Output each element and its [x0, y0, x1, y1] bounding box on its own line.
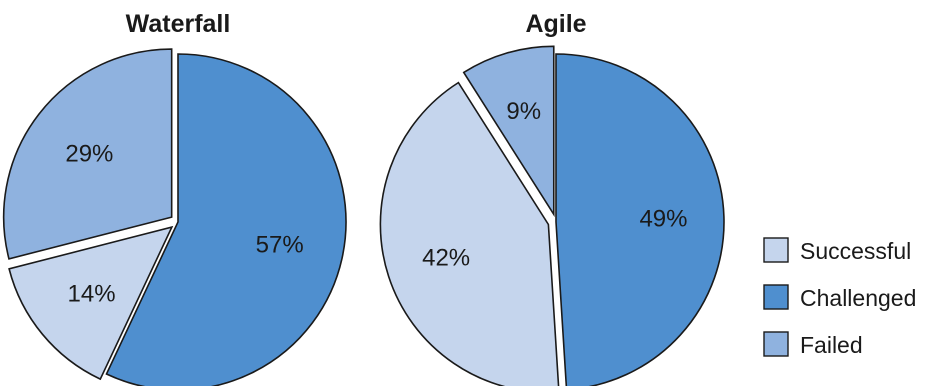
waterfall-pie: Waterfall 57% 14% 29%	[2, 10, 347, 386]
agile-pie: Agile 49% 42% 9%	[379, 10, 725, 386]
legend: Successful Challenged Failed	[763, 237, 916, 358]
legend-swatch-challenged	[763, 284, 789, 310]
pie-slice-challenged	[105, 53, 347, 386]
slice-label-successful: 42%	[422, 245, 470, 272]
slice-label-successful: 14%	[68, 280, 116, 307]
pie-slice-challenged	[555, 53, 725, 386]
legend-label-failed: Failed	[800, 332, 863, 358]
pie-title: Waterfall	[126, 10, 231, 38]
pie-slice-successful	[379, 81, 560, 386]
slice-label-challenged: 57%	[256, 232, 304, 259]
pie-slice-failed	[462, 45, 555, 218]
legend-swatch-failed	[763, 331, 789, 357]
legend-swatch-successful	[763, 237, 789, 263]
pie-slice-successful	[8, 225, 174, 381]
legend-label-challenged: Challenged	[800, 285, 916, 311]
pie-slice-failed	[2, 48, 173, 260]
slice-label-failed: 9%	[506, 98, 541, 125]
pie-title: Agile	[525, 10, 586, 38]
slice-label-failed: 29%	[65, 140, 113, 167]
legend-label-successful: Successful	[800, 238, 911, 264]
slice-label-challenged: 49%	[639, 206, 687, 233]
